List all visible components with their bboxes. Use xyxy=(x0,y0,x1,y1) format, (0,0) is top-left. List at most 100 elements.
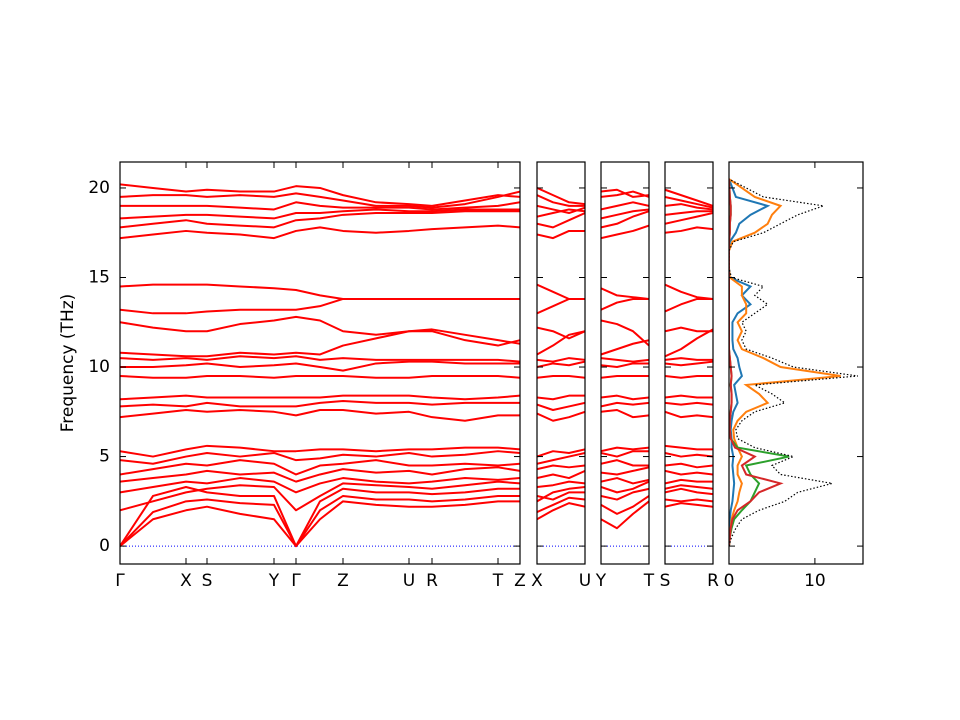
band-line xyxy=(665,478,713,485)
band-line xyxy=(537,410,585,422)
band-line xyxy=(601,446,649,453)
band-line xyxy=(601,224,649,240)
band-line xyxy=(537,204,585,215)
x-tick-label: Y xyxy=(268,571,280,591)
band-line xyxy=(537,394,585,401)
x-tick-label: X xyxy=(531,571,543,591)
x-tick-label: S xyxy=(202,571,213,591)
band-line xyxy=(120,466,520,483)
band-line xyxy=(601,495,649,515)
band-line xyxy=(601,487,649,501)
band-line xyxy=(665,469,713,476)
band-line xyxy=(537,229,585,240)
y-tick-label: 5 xyxy=(99,447,110,467)
y-tick-label: 10 xyxy=(88,357,110,377)
band-line xyxy=(537,452,585,465)
band-line xyxy=(120,400,520,408)
band-line xyxy=(537,194,585,207)
band-line xyxy=(120,283,520,300)
x-tick-label: 10 xyxy=(804,571,826,591)
band-line xyxy=(665,297,713,313)
band-line xyxy=(120,494,520,548)
band-line xyxy=(120,297,520,315)
band-line xyxy=(665,188,713,207)
band-line xyxy=(537,496,585,513)
x-tick-label: Γ xyxy=(291,571,301,591)
band-line xyxy=(537,326,585,340)
band-line xyxy=(665,452,713,458)
band-line xyxy=(601,188,649,198)
x-tick-label: R xyxy=(426,571,438,591)
band-line xyxy=(601,374,649,379)
band-line xyxy=(120,477,520,494)
band-line xyxy=(665,502,713,508)
band-line xyxy=(120,328,520,358)
band-line xyxy=(537,330,585,356)
band-line xyxy=(537,374,585,379)
band-line xyxy=(120,480,520,512)
band-line xyxy=(601,394,649,401)
band-line xyxy=(665,484,713,490)
band-line xyxy=(665,498,713,503)
band-line xyxy=(601,297,649,311)
x-tick-label: Z xyxy=(514,571,526,591)
y-tick-label: 20 xyxy=(88,178,110,198)
band-line xyxy=(665,462,713,469)
band-line xyxy=(665,212,713,225)
axes-frame xyxy=(536,161,586,565)
band-line xyxy=(665,410,713,419)
band-line xyxy=(120,409,520,422)
dos-line xyxy=(729,178,771,547)
band-line xyxy=(120,360,520,372)
x-tick-label: R xyxy=(707,571,719,591)
band-line xyxy=(120,374,520,379)
y-tick-label: 15 xyxy=(88,267,110,287)
band-line xyxy=(120,459,520,476)
band-line xyxy=(601,339,649,356)
band-line xyxy=(537,297,585,315)
band-line xyxy=(665,203,713,211)
band-line xyxy=(665,444,713,451)
x-tick-label: 0 xyxy=(724,571,735,591)
band-line xyxy=(665,357,713,361)
axes-frame xyxy=(728,161,864,565)
y-tick-label: 0 xyxy=(99,536,110,556)
band-line xyxy=(537,480,585,488)
band-line xyxy=(537,464,585,471)
x-tick-label: S xyxy=(660,571,671,591)
y-axis-label: Frequency (THz) xyxy=(58,294,78,433)
x-tick-label: X xyxy=(180,571,192,591)
dos-line xyxy=(729,178,858,547)
band-line xyxy=(601,401,649,408)
band-line xyxy=(537,357,585,363)
band-line xyxy=(665,328,713,358)
band-line xyxy=(537,469,585,480)
band-line xyxy=(601,287,649,300)
band-line xyxy=(601,459,649,467)
band-line xyxy=(120,315,520,347)
band-line xyxy=(665,394,713,399)
band-line xyxy=(120,394,520,401)
band-line xyxy=(665,374,713,379)
band-line xyxy=(537,212,585,229)
band-line xyxy=(537,448,585,458)
dos-line xyxy=(729,178,841,547)
band-line xyxy=(665,401,713,406)
band-line xyxy=(601,480,649,494)
band-line xyxy=(665,487,713,496)
band-line xyxy=(120,444,520,458)
band-line xyxy=(120,208,520,220)
band-line xyxy=(601,357,649,363)
band-line xyxy=(601,201,649,211)
band-line xyxy=(665,326,713,333)
band-line xyxy=(120,450,520,465)
band-line xyxy=(537,502,585,521)
band-line xyxy=(665,283,713,300)
axes-frame xyxy=(600,161,650,565)
band-line xyxy=(665,360,713,367)
band-line xyxy=(537,187,585,206)
x-tick-label: U xyxy=(403,571,415,591)
axes-frame xyxy=(664,161,714,565)
band-line xyxy=(537,401,585,411)
